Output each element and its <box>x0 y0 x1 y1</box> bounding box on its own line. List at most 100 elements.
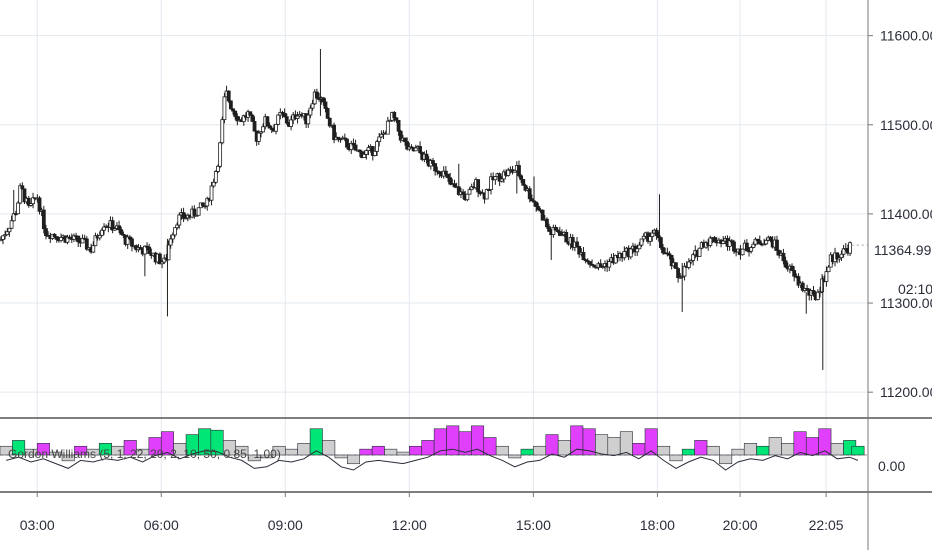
candle-up <box>751 243 756 248</box>
candle-down <box>357 149 362 153</box>
candle-down <box>452 183 457 188</box>
candle-up <box>220 119 225 144</box>
candle-up <box>691 254 696 261</box>
candle-down <box>252 121 257 132</box>
candle-up <box>600 266 605 268</box>
candle-countdown-label: 02:10 <box>898 281 932 297</box>
candle-down <box>332 124 336 141</box>
candle-down <box>121 233 126 236</box>
oscillator-bar-up_strong <box>123 440 137 456</box>
candle-up <box>648 236 653 242</box>
oscillator-bar-neutral <box>595 434 609 456</box>
candle-down <box>667 253 672 256</box>
candle-down <box>418 146 422 153</box>
candle-up <box>375 141 379 152</box>
oscillator-bar-neutral <box>384 448 398 456</box>
candle-up <box>824 271 829 282</box>
candle-up <box>142 245 147 255</box>
candle-down <box>76 235 81 243</box>
candle-up <box>413 147 418 152</box>
time-axis[interactable]: 03:00 06:00 09:00 12:00 15:00 18:00 20:00 22:05 <box>20 492 844 533</box>
oscillator-bar-neutral <box>768 437 782 456</box>
candle-down <box>577 246 582 255</box>
candle-up <box>91 245 96 253</box>
candle-up <box>364 150 369 155</box>
oscillator-bar-neutral <box>830 443 844 456</box>
candle-down <box>476 179 481 193</box>
time-axis-label: 06:00 <box>144 517 179 533</box>
indicator-label[interactable]: Gordon Williams (5, 1, 22, 20, 2, 10, 50… <box>8 447 281 461</box>
candle-up <box>499 178 504 182</box>
candle-up <box>826 266 831 273</box>
candle-down <box>119 229 124 235</box>
candle-down <box>325 108 330 119</box>
candle-down <box>545 218 549 228</box>
oscillator-bar-up_strong <box>409 445 423 456</box>
oscillator-bar-down_strong <box>12 440 26 456</box>
last-price-marker: 11364.99 02:10 <box>874 242 932 297</box>
candle-down <box>811 290 816 295</box>
candle-down <box>138 247 143 250</box>
candle-up <box>848 242 852 254</box>
candle-down <box>547 226 551 232</box>
candle-down <box>314 91 319 99</box>
candle-down <box>192 208 197 216</box>
candle-up <box>469 186 474 191</box>
oscillator-bar-neutral <box>322 440 336 456</box>
candle-down <box>398 130 403 141</box>
candle-down <box>654 229 659 237</box>
price-axis-label: 11400.00 <box>880 206 932 222</box>
candle-up <box>764 240 769 245</box>
oscillator-bar-neutral <box>396 451 410 456</box>
oscillator-bar-up_strong <box>805 437 819 456</box>
candle-down <box>353 144 358 151</box>
oscillator-bar-up_strong <box>359 448 373 456</box>
candle-up <box>639 238 644 246</box>
candle-up <box>256 132 261 142</box>
candle-down <box>282 112 287 118</box>
oscillator-bar-neutral <box>297 443 311 456</box>
candle-up <box>18 185 23 204</box>
candle-down <box>54 236 59 240</box>
candle-up <box>216 165 220 172</box>
candle-up <box>183 217 188 220</box>
candle-down <box>532 200 536 203</box>
candle-up <box>637 244 642 250</box>
oscillator-bar-down_strong <box>520 448 534 456</box>
candle-down <box>130 238 134 247</box>
candle-down <box>661 247 665 254</box>
candle-up <box>310 103 315 109</box>
candle-down <box>117 225 121 231</box>
candle-down <box>345 138 349 148</box>
candle-down <box>796 276 801 286</box>
candle-down <box>732 241 736 252</box>
candle-up <box>388 119 392 122</box>
candle-up <box>211 181 216 187</box>
price-axis[interactable]: 11600.00 11500.00 11400.00 11300.00 11200.00 <box>868 28 932 401</box>
candle-up <box>465 193 470 201</box>
candle-down <box>781 252 786 262</box>
oscillator-bar-up_strong <box>371 445 385 456</box>
candle-down <box>110 220 115 231</box>
candle-up <box>839 253 844 259</box>
oscillator-bar-neutral <box>533 445 547 456</box>
oscillator-bar-neutral <box>607 437 621 456</box>
candle-up <box>489 176 493 190</box>
oscillator-bar-up_strong <box>644 428 658 456</box>
candle-down <box>783 260 788 268</box>
candle-up <box>628 248 633 258</box>
grid-layer <box>0 0 868 492</box>
candle-up <box>708 237 713 246</box>
candle-down <box>228 100 233 110</box>
candle-down <box>712 237 717 243</box>
candle-up <box>682 265 687 277</box>
candle-down <box>523 184 528 191</box>
candle-down <box>729 240 734 243</box>
oscillator-bar-up_strong <box>36 443 50 456</box>
candle-up <box>506 169 511 176</box>
candle-up <box>362 153 367 158</box>
oscillator-bar-neutral <box>495 445 509 456</box>
